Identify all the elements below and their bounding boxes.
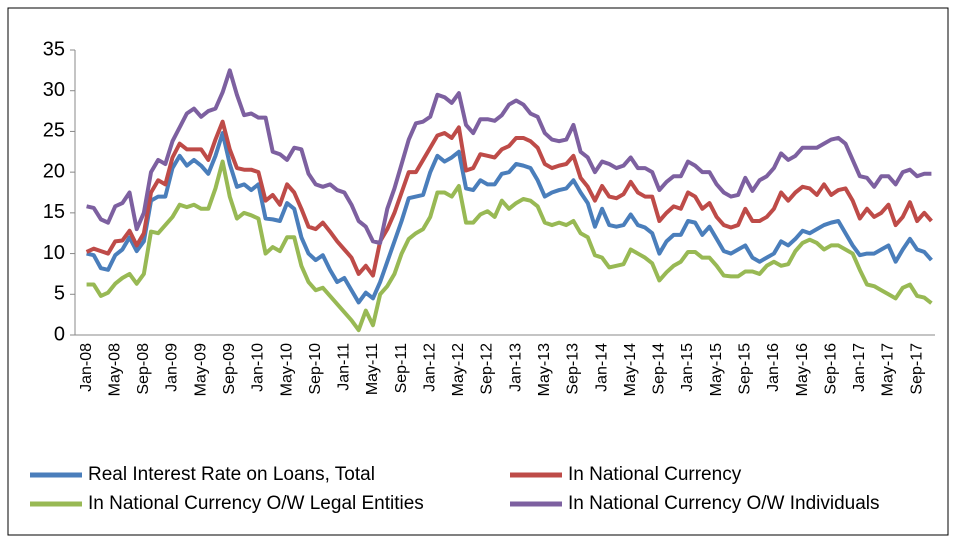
x-tick-label: Jan-10 [250, 343, 267, 392]
x-tick-label: May-12 [450, 343, 467, 396]
x-tick-label: Jan-13 [507, 343, 524, 392]
legend-label: Real Interest Rate on Loans, Total [88, 464, 375, 485]
x-tick-label: Jan-15 [679, 343, 696, 392]
x-tick-label: Jan-09 [164, 343, 181, 392]
legend-label: In National Currency O/W Individuals [568, 493, 880, 514]
legend-label: In National Currency O/W Legal Entities [88, 493, 424, 514]
x-tick-label: Sep-08 [135, 343, 152, 395]
y-tick-label: 20 [43, 160, 65, 182]
x-tick-label: May-10 [278, 343, 295, 396]
series-line [85, 119, 933, 278]
x-tick-label: Sep-17 [908, 343, 925, 395]
chart-frame [7, 7, 949, 536]
x-tick-label: May-13 [536, 343, 553, 396]
legend-label: In National Currency [568, 464, 742, 485]
x-tick-label: May-11 [364, 343, 381, 395]
y-tick-label: 5 [54, 283, 65, 305]
y-tick-label: 35 [43, 38, 65, 60]
x-tick-label: May-16 [794, 343, 811, 396]
x-tick-label: Jan-12 [421, 343, 438, 392]
x-tick-label: Sep-10 [307, 343, 324, 395]
series-line [86, 159, 933, 333]
x-tick-label: May-08 [106, 343, 123, 396]
x-tick-label: Sep-15 [736, 343, 753, 395]
y-tick-label: 15 [43, 201, 65, 223]
series-line [86, 68, 932, 245]
y-tick-label: 30 [43, 79, 65, 101]
x-tick-label: May-14 [622, 343, 639, 396]
series-line [86, 131, 933, 305]
x-tick-label: Sep-11 [393, 343, 410, 394]
x-tick-label: Sep-16 [822, 343, 839, 395]
x-tick-label: Sep-09 [221, 343, 238, 395]
x-tick-label: May-15 [708, 343, 725, 396]
x-tick-label: Jan-08 [78, 343, 95, 392]
x-tick-label: Sep-12 [479, 343, 496, 395]
x-tick-label: Jan-11 [336, 343, 353, 391]
x-tick-label: Jan-17 [851, 343, 868, 392]
y-tick-label: 10 [43, 242, 65, 264]
x-tick-label: Sep-13 [565, 343, 582, 395]
x-tick-label: Jan-16 [765, 343, 782, 392]
x-tick-label: Sep-14 [651, 343, 668, 395]
y-tick-label: 0 [54, 323, 65, 345]
x-tick-label: May-09 [192, 343, 209, 396]
x-tick-label: May-17 [880, 343, 897, 396]
x-tick-label: Jan-14 [593, 343, 610, 392]
y-tick-label: 25 [43, 120, 65, 142]
